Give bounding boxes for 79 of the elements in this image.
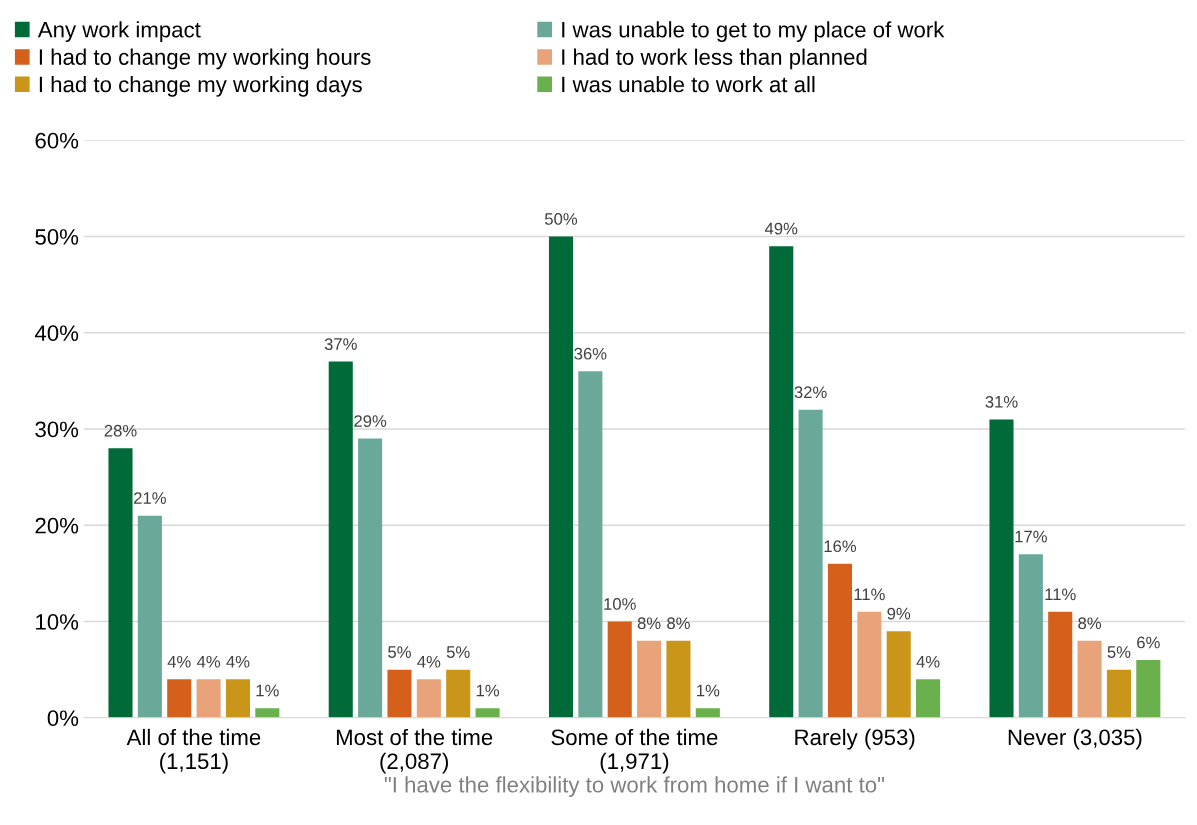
bar: [1077, 640, 1102, 718]
data-label: 8%: [667, 617, 690, 630]
bar: [857, 611, 882, 718]
data-label: 4%: [417, 655, 441, 668]
bar: [416, 679, 441, 718]
legend-label: I had to work less than planned: [562, 48, 867, 70]
y-tick-label: 30%: [35, 421, 79, 438]
data-label: 31%: [985, 395, 1018, 408]
data-label: 29%: [354, 415, 387, 427]
bar: [666, 640, 691, 718]
bar: [695, 708, 720, 718]
bar: [827, 563, 853, 718]
bar: [255, 708, 280, 718]
data-label: 28%: [104, 424, 137, 437]
bar: [886, 631, 911, 718]
bar: [387, 669, 412, 718]
data-label: 10%: [604, 598, 636, 610]
data-label: 6%: [1137, 636, 1160, 649]
data-label: 4%: [196, 655, 221, 668]
legend-label: Any work impact: [37, 21, 201, 42]
data-label: 5%: [388, 646, 411, 658]
x-tick-label: Never (3,035): [1008, 728, 1142, 750]
bar: [475, 708, 500, 718]
x-tick-label: Some of the time (1,971): [551, 728, 718, 774]
bar: [548, 236, 574, 718]
x-tick-label: Rarely (953): [795, 728, 915, 750]
data-label: 5%: [446, 646, 470, 658]
y-tick-label: 0%: [47, 710, 79, 727]
data-label: 50%: [544, 213, 578, 225]
data-label: 32%: [794, 386, 827, 399]
data-label: 11%: [854, 588, 885, 601]
legend-label: I was unable to get to my place of work: [562, 21, 945, 42]
bar: [1018, 554, 1043, 718]
x-tick-label: Most of the time (2,087): [336, 728, 493, 774]
bar: [769, 246, 794, 718]
y-tick-label: 10%: [36, 614, 79, 630]
data-label: 1%: [256, 684, 279, 697]
bar: [637, 640, 662, 718]
data-label: 4%: [226, 655, 250, 668]
y-tick-label: 40%: [34, 325, 79, 342]
bar: [989, 419, 1014, 718]
bar: [328, 361, 353, 718]
bar: [916, 679, 941, 718]
data-label: 5%: [1107, 646, 1131, 658]
data-label: 1%: [697, 684, 720, 697]
bar: [446, 669, 471, 718]
data-label: 49%: [764, 222, 798, 235]
bar: [607, 621, 632, 718]
legend-label: I was unable to work at all: [562, 76, 815, 93]
data-label: 8%: [637, 617, 661, 630]
bar: [578, 371, 603, 718]
y-tick-label: 20%: [35, 517, 79, 534]
data-label: 17%: [1015, 530, 1047, 543]
bar: [167, 679, 192, 718]
data-label: 37%: [324, 338, 357, 350]
bar: [225, 679, 250, 718]
data-label: 16%: [824, 540, 857, 553]
data-label: 1%: [476, 684, 500, 697]
bar: [1136, 660, 1161, 718]
data-label: 36%: [574, 347, 607, 360]
bar: [1106, 669, 1131, 718]
bar: [798, 409, 823, 718]
y-tick-label: 50%: [35, 229, 79, 245]
legend-label: I had to change my working days: [39, 76, 362, 97]
bar: [1048, 611, 1073, 718]
data-label: 4%: [916, 655, 940, 668]
data-label: 21%: [134, 492, 166, 504]
y-tick-label: 60%: [35, 132, 79, 149]
data-label: 8%: [1078, 617, 1102, 630]
data-label: 9%: [887, 607, 911, 620]
bar: [196, 679, 221, 718]
bar: [137, 515, 162, 718]
legend-label: I had to change my working hours: [39, 48, 371, 70]
x-tick-label: All of the time (1,151): [126, 728, 261, 774]
x-axis-title: "I have the flexibility to work from home if I want to": [384, 776, 885, 798]
data-label: 11%: [1045, 588, 1076, 601]
data-label: 4%: [167, 655, 191, 668]
bar: [108, 448, 133, 718]
bar: [358, 438, 383, 718]
